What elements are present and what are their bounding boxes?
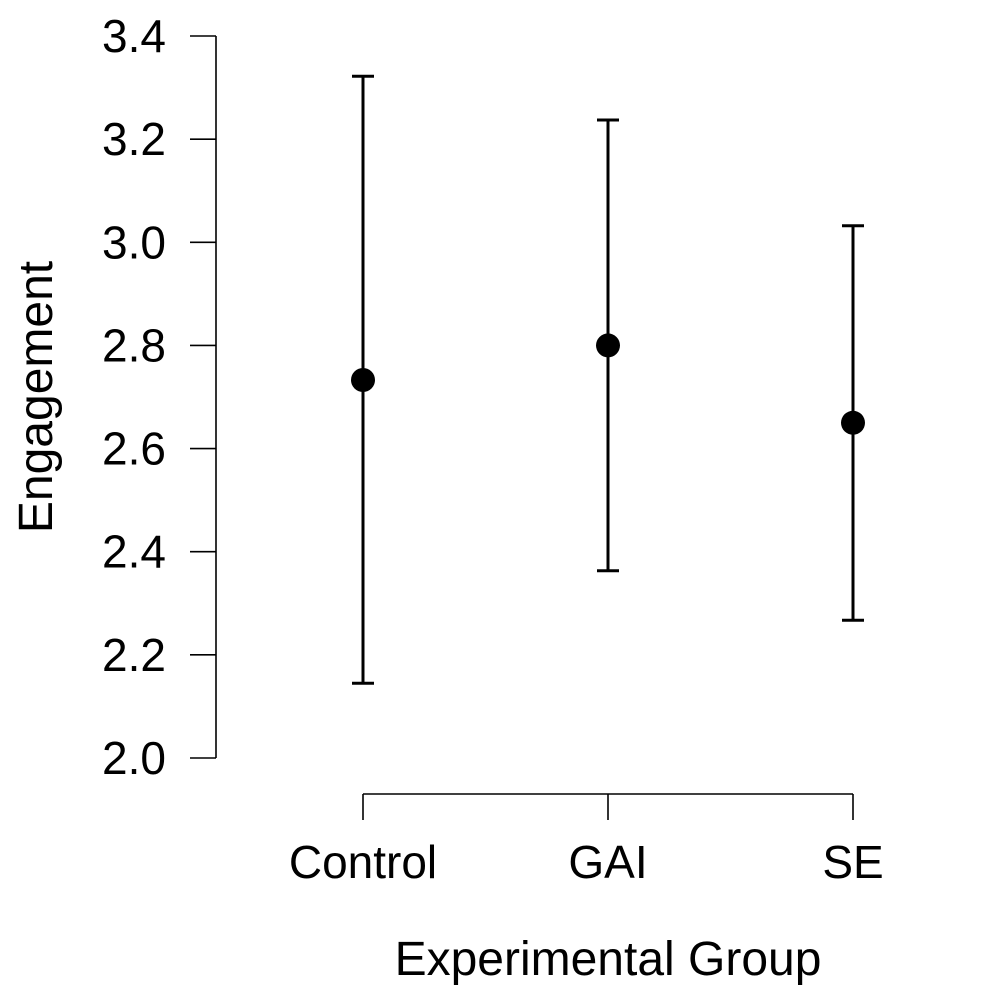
y-tick-label: 2.4 <box>102 526 166 578</box>
x-tick-label: GAI <box>568 836 647 888</box>
point-se <box>841 410 865 435</box>
x-axis: Control GAI SE <box>289 793 884 888</box>
y-tick-label: 2.0 <box>102 732 166 784</box>
point-gai <box>596 333 620 358</box>
y-tick-label: 3.0 <box>102 216 166 268</box>
x-axis-title: Experimental Group <box>395 933 822 986</box>
y-axis: 2.0 2.2 2.4 2.6 2.8 3.0 3.2 3.4 <box>102 10 217 784</box>
y-tick-label: 2.2 <box>102 629 166 681</box>
x-tick-label: Control <box>289 836 437 888</box>
y-tick-label: 3.2 <box>102 113 166 165</box>
y-tick-label: 2.8 <box>102 319 166 371</box>
point-control <box>351 367 375 392</box>
y-tick-label: 2.6 <box>102 423 166 475</box>
x-tick-label: SE <box>822 836 883 888</box>
y-tick-label: 3.4 <box>102 10 166 62</box>
y-axis-title: Engagement <box>10 261 63 533</box>
data-marks <box>351 74 865 685</box>
